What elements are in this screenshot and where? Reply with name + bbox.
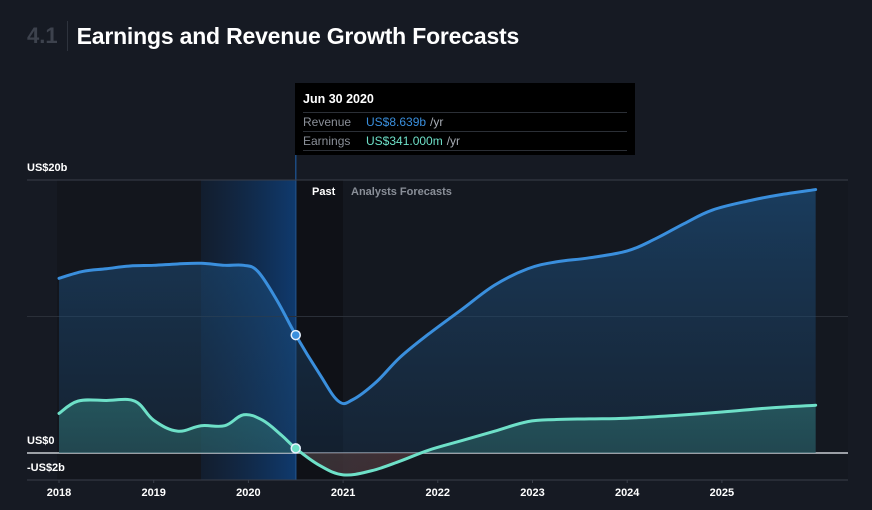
x-tick-label: 2019 xyxy=(141,487,166,499)
x-tick-label: 2025 xyxy=(709,487,735,499)
tooltip-unit: /yr xyxy=(430,115,444,129)
page-title: Earnings and Revenue Growth Forecasts xyxy=(76,22,520,49)
revenue-line xyxy=(57,188,818,406)
forecast-region-label: Analysts Forecasts xyxy=(351,186,452,198)
x-tick-label: 2024 xyxy=(614,487,640,499)
header-divider xyxy=(66,21,68,51)
x-tick-label: 2021 xyxy=(330,487,356,499)
section-header: 4.1 Earnings and Revenue Growth Forecast… xyxy=(27,21,519,51)
tooltip-row-earnings: Earnings US$341.000m /yr xyxy=(303,132,627,151)
x-tick-label: 2018 xyxy=(46,487,72,499)
y-tick-label: -US$2b xyxy=(27,462,65,474)
section-number: 4.1 xyxy=(27,23,58,48)
tooltip-label: Revenue xyxy=(303,115,352,129)
revenue-hover-marker xyxy=(290,329,301,341)
tooltip-row-revenue: Revenue US$8.639b /yr xyxy=(303,113,627,132)
revenue-area xyxy=(59,189,816,453)
tooltip-date: Jun 30 2020 xyxy=(303,92,627,113)
tooltip-label: Earnings xyxy=(303,134,351,148)
y-tick-label: US$20b xyxy=(27,162,68,174)
hover-tooltip: Jun 30 2020 Revenue US$8.639b /yr Earnin… xyxy=(295,83,635,155)
past-region-label: Past xyxy=(312,186,336,198)
tooltip-value: US$341.000m xyxy=(366,134,443,148)
x-tick-label: 2022 xyxy=(425,487,451,499)
x-tick-label: 2020 xyxy=(236,487,261,499)
x-tick-label: 2023 xyxy=(520,487,545,499)
y-tick-label: US$0 xyxy=(27,435,55,447)
tooltip-unit: /yr xyxy=(446,134,461,148)
earnings-hover-marker xyxy=(290,443,301,454)
tooltip-value: US$8.639b xyxy=(366,115,427,129)
earnings-line xyxy=(57,397,818,477)
